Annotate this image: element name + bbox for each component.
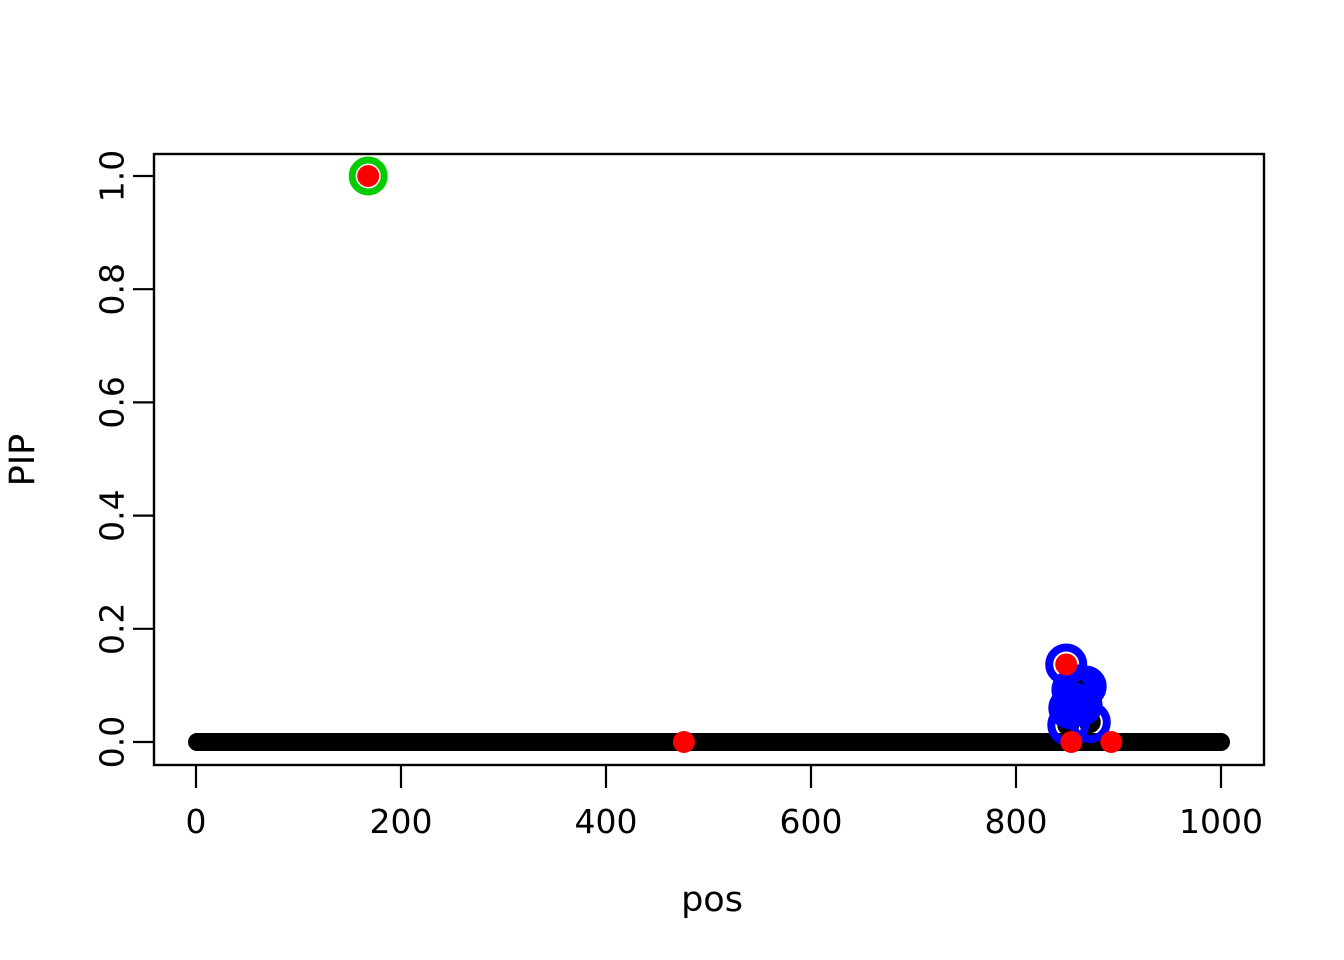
x-tick-label: 400 <box>575 802 638 841</box>
x-axis-title: pos <box>681 880 743 920</box>
y-axis-ticks <box>133 174 154 744</box>
y-tick-label: 0.0 <box>93 716 132 768</box>
y-tick-label: 1.0 <box>93 150 132 202</box>
causal-point <box>1055 653 1078 676</box>
credible-set-marker <box>1068 701 1111 744</box>
x-axis-tick-labels: 0 200 400 600 800 1000 <box>186 802 1263 841</box>
causal-point <box>672 731 695 753</box>
y-axis-tick-labels: 0.0 0.2 0.4 0.6 0.8 1.0 <box>93 150 132 768</box>
x-tick-label: 800 <box>985 802 1048 841</box>
y-tick-label: 0.4 <box>93 489 132 541</box>
credible-set-blue-rings-layer <box>1045 643 1111 747</box>
causal-point <box>1100 731 1123 753</box>
x-tick-label: 1000 <box>1179 802 1263 841</box>
x-tick-label: 200 <box>370 802 433 841</box>
causal-points-layer <box>357 165 1123 753</box>
x-tick-label: 600 <box>780 802 843 841</box>
credible-set-green-rings-layer <box>348 156 388 196</box>
y-tick-label: 0.2 <box>93 603 132 655</box>
causal-point <box>357 165 380 187</box>
x-axis-ticks <box>194 765 1223 788</box>
y-axis-title: PIP <box>3 434 43 487</box>
credible-set-marker <box>348 156 388 196</box>
baseline-point <box>1212 733 1230 751</box>
x-tick-label: 0 <box>186 802 207 841</box>
y-tick-label: 0.8 <box>93 263 132 315</box>
plot-frame <box>152 152 1266 767</box>
causal-point <box>1060 731 1083 753</box>
y-tick-label: 0.6 <box>93 376 132 428</box>
